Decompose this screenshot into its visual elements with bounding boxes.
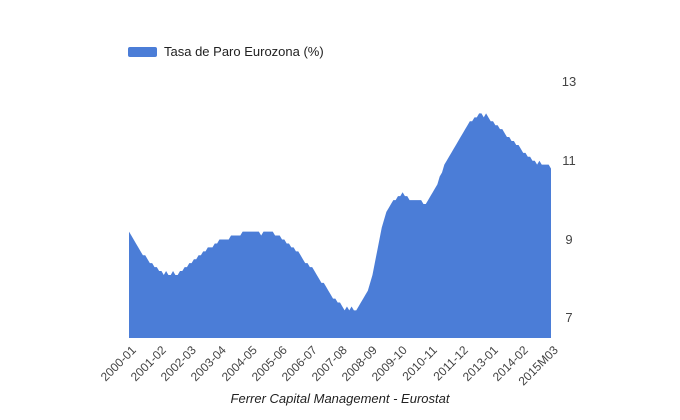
area-series-tasa-de-paro xyxy=(129,113,551,338)
legend-series-label: Tasa de Paro Eurozona (%) xyxy=(164,44,324,59)
y-axis-tick-label: 7 xyxy=(565,310,573,326)
y-axis-tick-label: 11 xyxy=(562,152,576,168)
chart-legend: Tasa de Paro Eurozona (%) xyxy=(128,44,324,59)
chart-source-caption: Ferrer Capital Management - Eurostat xyxy=(230,391,450,406)
y-axis-tick-label: 9 xyxy=(565,231,573,247)
y-axis-tick-label: 13 xyxy=(561,73,577,89)
legend-color-swatch-icon xyxy=(128,46,157,57)
